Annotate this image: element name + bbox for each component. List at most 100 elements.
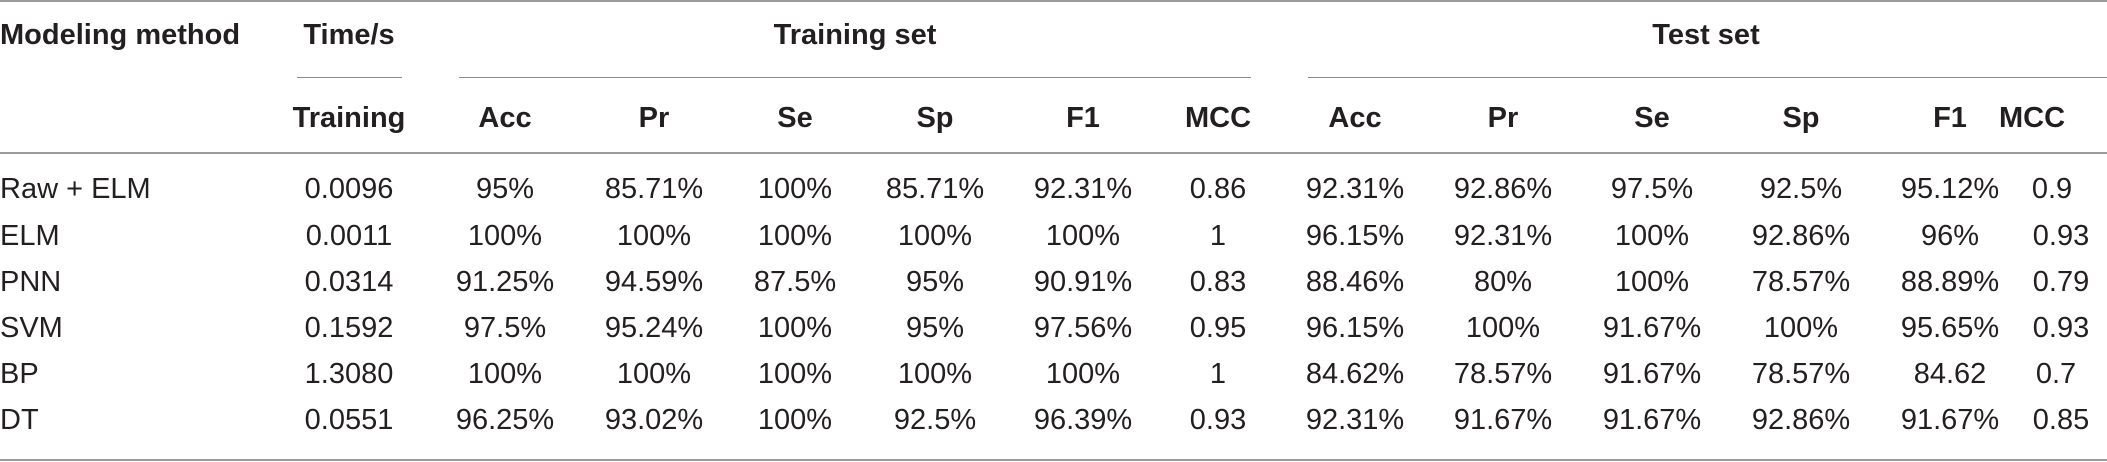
row-test-f1: 88.89% [1900,266,2000,298]
row-train-mcc: 0.95 [1189,312,1247,344]
row-test-mcc: 0.7 [2035,358,2077,390]
row-train-se: 100% [757,312,833,344]
row-test-acc: 96.15% [1305,312,1405,344]
row-test-acc: 84.62% [1305,358,1405,390]
row-test-f1: 95.65% [1900,312,2000,344]
row-test-mcc: 0.85 [2032,404,2090,436]
row-train-pr: 100% [616,358,692,390]
row-time: 0.0096 [304,173,394,205]
row-time: 0.1592 [304,312,394,344]
row-time: 0.0314 [304,266,394,298]
header-train-se: Se [777,102,813,134]
row-test-pr: 91.67% [1453,404,1553,436]
header-time: Time/s [303,19,395,51]
header-modeling-method: Modeling method [0,19,241,51]
header-train-sp: Sp [916,102,954,134]
row-train-f1: 100% [1045,220,1121,252]
row-method: SVM [0,312,63,344]
time-group-rule [297,77,402,78]
row-time: 0.0551 [304,404,394,436]
row-test-mcc: 0.9 [2031,173,2073,205]
header-test-se: Se [1634,102,1670,134]
header-test-mcc: MCC [1998,102,2066,134]
row-train-acc: 100% [467,220,543,252]
table-top-rule [0,0,2107,2]
row-train-sp: 92.5% [893,404,977,436]
row-train-se: 100% [757,358,833,390]
row-time: 0.0011 [305,220,393,252]
row-test-f1: 84.62 [1913,358,1987,390]
row-train-mcc: 0.86 [1189,173,1247,205]
row-test-sp: 100% [1763,312,1839,344]
row-test-sp: 92.86% [1751,404,1851,436]
row-method: DT [0,404,39,436]
row-time: 1.3080 [304,358,394,390]
row-train-pr: 95.24% [604,312,704,344]
row-train-sp: 95% [905,312,965,344]
header-test-f1: F1 [1933,102,1967,134]
header-train-f1: F1 [1066,102,1100,134]
row-test-se: 100% [1614,220,1690,252]
row-test-se: 91.67% [1602,312,1702,344]
row-test-mcc: 0.93 [2032,220,2090,252]
row-test-sp: 78.57% [1751,358,1851,390]
row-test-sp: 78.57% [1751,266,1851,298]
row-train-mcc: 1 [1209,220,1227,252]
row-test-pr: 100% [1465,312,1541,344]
row-test-acc: 92.31% [1305,404,1405,436]
row-train-se: 100% [757,220,833,252]
header-test-acc: Acc [1328,102,1382,134]
row-method: Raw + ELM [0,173,151,205]
row-method: BP [0,358,39,390]
header-test-set: Test set [1652,19,1760,51]
table-bottom-rule [0,459,2107,461]
row-train-mcc: 0.93 [1189,404,1247,436]
row-train-pr: 94.59% [604,266,704,298]
row-train-pr: 85.71% [604,173,704,205]
header-test-pr: Pr [1487,102,1519,134]
row-test-mcc: 0.93 [2032,312,2090,344]
row-test-acc: 96.15% [1305,220,1405,252]
row-train-mcc: 1 [1209,358,1227,390]
header-test-sp: Sp [1782,102,1820,134]
header-bottom-rule [0,152,2107,154]
row-train-f1: 96.39% [1033,404,1133,436]
row-test-pr: 92.86% [1453,173,1553,205]
row-train-se: 87.5% [753,266,837,298]
row-test-f1: 91.67% [1900,404,2000,436]
header-training-set: Training set [773,19,937,51]
row-train-se: 100% [757,173,833,205]
row-test-se: 97.5% [1610,173,1694,205]
row-train-sp: 100% [897,220,973,252]
row-test-sp: 92.86% [1751,220,1851,252]
row-test-f1: 95.12% [1900,173,2000,205]
row-test-se: 91.67% [1602,358,1702,390]
row-test-pr: 92.31% [1453,220,1553,252]
row-train-f1: 100% [1045,358,1121,390]
header-train-acc: Acc [478,102,532,134]
row-train-sp: 95% [905,266,965,298]
header-time-training: Training [292,102,406,134]
row-train-sp: 85.71% [885,173,985,205]
row-method: PNN [0,266,62,298]
training-group-rule [459,77,1251,78]
row-train-f1: 92.31% [1033,173,1133,205]
row-method: ELM [0,220,60,252]
row-test-mcc: 0.79 [2032,266,2090,298]
row-test-pr: 80% [1473,266,1533,298]
row-test-pr: 78.57% [1453,358,1553,390]
row-train-acc: 95% [475,173,535,205]
row-train-sp: 100% [897,358,973,390]
header-train-pr: Pr [638,102,670,134]
row-train-mcc: 0.83 [1189,266,1247,298]
row-train-acc: 97.5% [463,312,547,344]
header-train-mcc: MCC [1184,102,1252,134]
row-test-se: 91.67% [1602,404,1702,436]
row-test-se: 100% [1614,266,1690,298]
row-train-f1: 97.56% [1033,312,1133,344]
row-train-pr: 100% [616,220,692,252]
row-test-acc: 92.31% [1305,173,1405,205]
row-train-pr: 93.02% [604,404,704,436]
row-train-se: 100% [757,404,833,436]
